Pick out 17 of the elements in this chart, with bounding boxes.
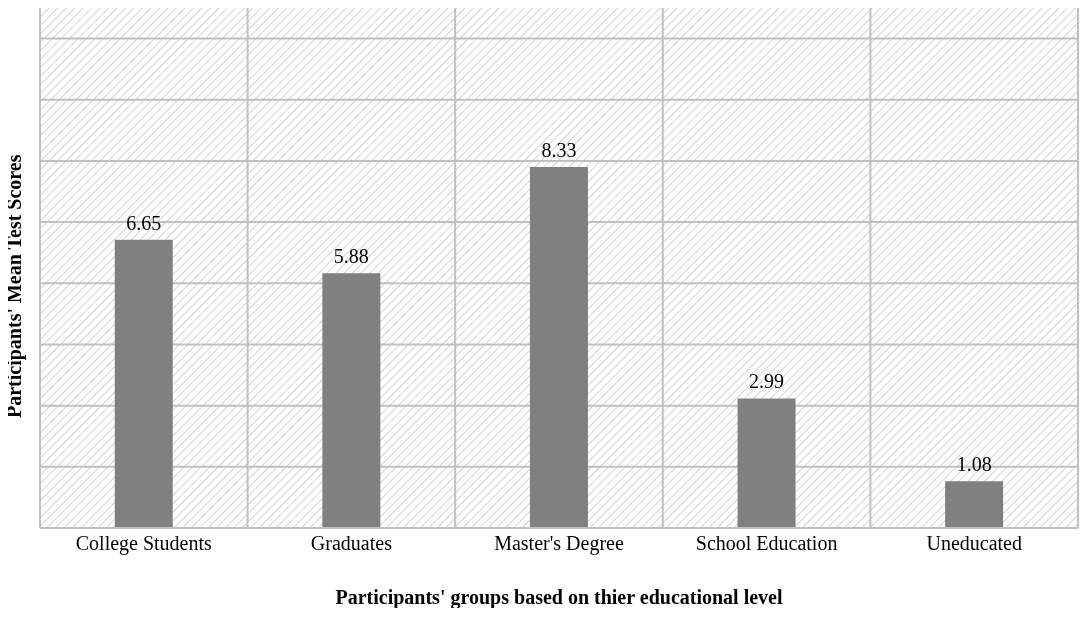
bar [114,239,173,528]
data-label: 5.88 [333,245,369,268]
data-label: 8.33 [541,139,577,162]
bar [737,398,796,528]
x-tick-label: Uneducated [926,532,1022,555]
x-tick-label: School Education [695,532,838,555]
data-label: 2.99 [749,370,785,393]
x-tick-label: Master's Degree [494,532,624,556]
bar [322,273,381,528]
x-tick-label: Graduates [310,532,393,555]
data-label: 1.08 [956,453,992,476]
y-axis-title: Participants' Mean Test Scores [3,154,27,418]
x-axis-title: Participants' groups based on thier educational level [335,586,783,609]
bar [945,481,1004,528]
data-label: 6.65 [126,211,162,234]
x-tick-label: College Students [75,532,213,556]
bar [529,167,588,528]
